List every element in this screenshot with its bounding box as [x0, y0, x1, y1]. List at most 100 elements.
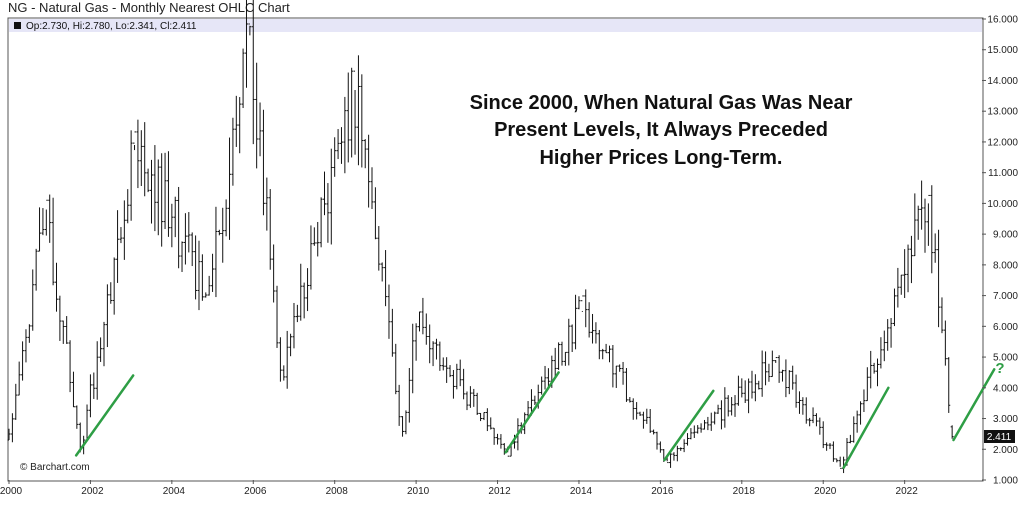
ohlc-bar [940, 297, 944, 334]
ohlc-bar [723, 387, 727, 428]
ohlc-bar [346, 72, 350, 163]
trend-line [504, 371, 560, 454]
ohlc-bar [689, 428, 693, 440]
ohlc-bar [502, 443, 506, 455]
ohlc-bar [485, 408, 489, 432]
ohlc-bar [791, 365, 795, 390]
ohlc-bar [133, 131, 137, 151]
ohlc-bar [543, 365, 547, 390]
ohlc-bar [655, 431, 659, 450]
ohlc-bar [99, 337, 103, 362]
ohlc-bar [41, 208, 45, 236]
ohlc-bar [31, 269, 35, 331]
ohlc-bar [808, 417, 812, 427]
ohlc-bar [255, 62, 259, 169]
ohlc-bar [930, 185, 934, 274]
ohlc-bar [401, 416, 405, 437]
ohlc-bar [248, 23, 252, 36]
ohlc-bar [865, 367, 869, 402]
ohlc-bar [204, 292, 208, 298]
annotation: Since 2000, When Natural Gas Was Near Pr… [470, 92, 853, 169]
ohlc-bar [343, 96, 347, 174]
ohlc-bar [238, 97, 242, 154]
ohlc-bar [407, 368, 411, 423]
ohlc-bar [217, 229, 221, 236]
y-tick-label: 5.000 [993, 353, 1018, 364]
ohlc-bar [112, 257, 116, 315]
ohlc-bar [370, 167, 374, 210]
ohlc-bar [831, 441, 835, 462]
ohlc-bar [479, 412, 483, 422]
ohlc-bar [166, 151, 170, 237]
ohlc-bar [268, 189, 272, 270]
trend-lines [74, 368, 996, 469]
ohlc-bar [872, 362, 876, 374]
ohlc-bar [947, 357, 951, 413]
ohlc-bar [618, 364, 622, 372]
ohlc-bar [228, 137, 232, 240]
ohlc-bar [394, 343, 398, 395]
ohlc-bar [234, 95, 238, 147]
ohlc-bar [312, 227, 316, 246]
ohlc-bar [760, 350, 764, 397]
ohlc-bar [838, 456, 842, 469]
ohlc-bar [767, 363, 771, 382]
trend-line [663, 389, 715, 462]
ohlc-bar [231, 117, 235, 186]
ohlc-bar [652, 429, 656, 435]
ohlc-bar [496, 433, 500, 445]
ohlc-bar [17, 361, 21, 396]
ohlc-bar [909, 235, 913, 284]
ohlc-bar [889, 317, 893, 348]
ohlc-bar [282, 365, 286, 381]
ohlc-bar [913, 193, 917, 257]
ohlc-bar [428, 324, 432, 364]
ohlc-bar [943, 320, 947, 366]
ohlc-bar [278, 337, 282, 382]
ohlc-bar [570, 324, 574, 353]
ohlc-bar [781, 369, 785, 382]
ohlc-bar [686, 433, 690, 446]
ohlc-bar [876, 358, 880, 387]
ohlc-bar [251, 0, 255, 145]
ohlc-bar [848, 434, 852, 444]
ohlc-bar [879, 337, 883, 369]
ohlc-bar [896, 267, 900, 308]
last-price-label: 2.411 [984, 430, 1015, 443]
ohlc-bar [719, 400, 723, 430]
ohlc-bar [194, 235, 198, 300]
plot-frame [7, 17, 984, 482]
ohlc-bar [706, 416, 710, 431]
ohlc-readout: Op:2.730, Hi:2.780, Lo:2.341, Cl:2.411 [26, 21, 197, 32]
ohlc-bar [88, 374, 92, 418]
ohlc-bar [306, 268, 310, 312]
ohlc-bar [153, 145, 157, 232]
ohlc-bar [109, 282, 113, 304]
ohlc-bar [377, 226, 381, 271]
ohlc-bar [404, 410, 408, 435]
ohlc-bar [329, 148, 333, 245]
ohlc-bar [567, 318, 571, 366]
ohlc-bar [916, 205, 920, 240]
ohlc-bar [903, 249, 907, 298]
ohlc-bar [58, 295, 62, 341]
ohlc-bar [309, 225, 313, 290]
ohlc-bar [122, 200, 126, 260]
ohlc-bar [119, 227, 123, 244]
ohlc-bar [601, 348, 605, 360]
ohlc-bar [669, 452, 673, 468]
ohlc-bar [434, 338, 438, 360]
ohlc-bar [472, 388, 476, 407]
ohlc-bar [265, 177, 269, 231]
ohlc-bar [794, 374, 798, 408]
ohlc-bar [272, 244, 276, 303]
ohlc-bar [75, 405, 79, 429]
ohlc-bar [886, 319, 890, 351]
ohlc-bar [54, 262, 58, 312]
ohlc-bar [160, 153, 164, 247]
ohlc-bar [105, 284, 109, 348]
ohlc-bar [224, 199, 228, 237]
ohlc-bar [14, 383, 18, 420]
ohlc-bar [397, 384, 401, 426]
